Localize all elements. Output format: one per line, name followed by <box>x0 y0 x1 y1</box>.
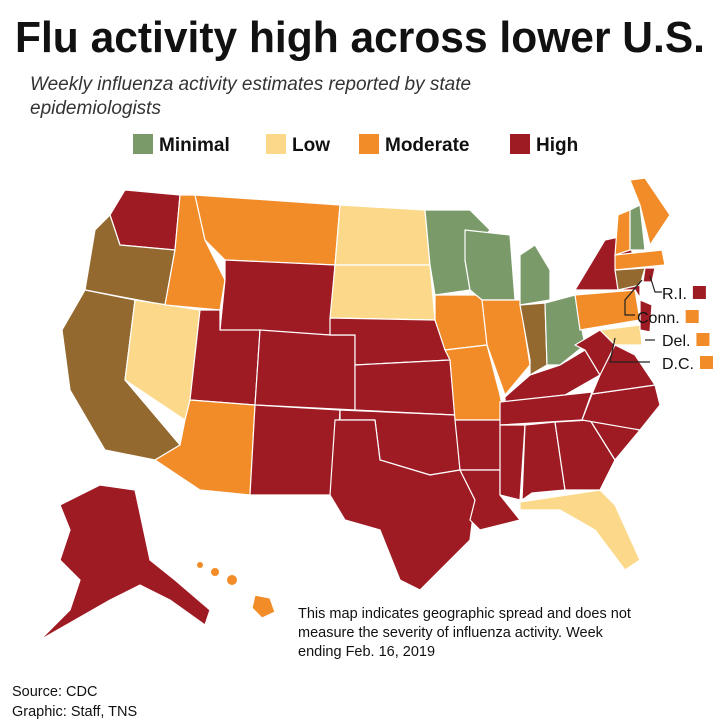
callout-label: R.I. <box>662 286 687 303</box>
legend-label: Moderate <box>385 135 469 156</box>
legend-swatch <box>359 134 379 154</box>
state <box>519 244 551 306</box>
legend-swatch <box>266 134 286 154</box>
legend-label: Minimal <box>159 135 230 156</box>
state <box>639 299 653 333</box>
state <box>434 294 488 351</box>
note: This map indicates geographic spread and… <box>298 606 631 622</box>
note: measure the severity of influenza activi… <box>298 625 604 641</box>
title: Flu activity high across lower U.S. <box>15 13 705 62</box>
leader-line <box>624 279 643 316</box>
callout-swatch <box>685 310 699 323</box>
legend-label: High <box>536 135 578 156</box>
map <box>39 177 671 641</box>
state <box>251 594 276 619</box>
subtitle: Weekly influenza activity estimates repo… <box>30 74 471 95</box>
leader-line <box>609 337 650 363</box>
state <box>481 299 531 396</box>
state <box>329 264 436 321</box>
legend-swatch <box>510 134 530 154</box>
state <box>499 424 526 501</box>
state <box>329 419 476 591</box>
island <box>197 562 203 568</box>
legend-swatch <box>133 134 153 154</box>
state <box>249 404 341 496</box>
callouts: R.I. Conn. Del. D.C. <box>637 286 713 373</box>
state <box>629 204 646 251</box>
source: Source: CDC <box>12 684 97 700</box>
callout-label: Del. <box>662 333 690 350</box>
state <box>464 229 516 301</box>
state <box>599 324 643 346</box>
state <box>574 329 616 376</box>
note: ending Feb. 16, 2019 <box>298 644 435 660</box>
graphic-credit: Graphic: Staff, TNS <box>12 704 137 720</box>
state <box>519 302 548 376</box>
state <box>521 421 566 501</box>
state <box>354 359 456 416</box>
state <box>519 489 641 571</box>
callout-swatch <box>696 333 710 346</box>
state <box>334 204 431 266</box>
callout-swatch <box>692 286 706 299</box>
state <box>629 177 671 246</box>
state <box>581 384 661 431</box>
callout-label: Conn. <box>637 310 680 327</box>
island <box>211 568 219 576</box>
legend-label: Low <box>292 135 330 156</box>
legend: Minimal Low Moderate High <box>133 134 578 156</box>
leader-line <box>649 275 662 293</box>
island <box>227 575 237 585</box>
state <box>614 249 666 271</box>
callout-label: D.C. <box>662 356 694 373</box>
state <box>109 189 181 251</box>
state <box>254 329 356 411</box>
callout-lines <box>609 275 662 363</box>
state <box>454 419 506 471</box>
state <box>39 484 211 641</box>
state <box>544 294 586 366</box>
state <box>219 259 336 336</box>
callout-swatch <box>700 356 713 369</box>
subtitle: epidemiologists <box>30 98 161 119</box>
